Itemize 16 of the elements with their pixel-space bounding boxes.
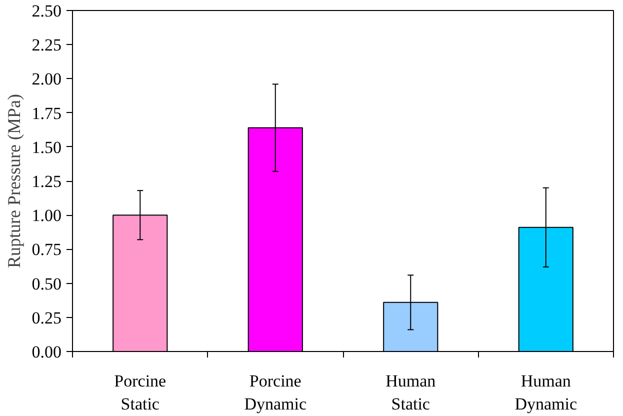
y-tick-label: 0.25 — [32, 308, 62, 328]
y-tick-label: 1.25 — [32, 172, 62, 191]
y-tick-label: 2.00 — [32, 70, 62, 89]
y-tick-label: 2.25 — [32, 36, 62, 55]
y-tick-label: 2.50 — [32, 2, 62, 20]
y-tick-label: 0.75 — [32, 240, 62, 260]
y-axis-title: Rupture Pressure (MPa) — [4, 94, 24, 268]
x-tick-label: Human Dynamic — [514, 372, 578, 414]
x-tick-label: Porcine Static — [114, 372, 166, 414]
y-tick-label: 1.00 — [32, 206, 62, 226]
x-tick-label: Porcine Dynamic — [244, 372, 307, 414]
y-tick-label: 1.75 — [32, 104, 62, 123]
y-tick-label: 0.00 — [32, 342, 62, 362]
x-tick-label: Human Static — [386, 372, 436, 414]
y-tick-label: 0.50 — [32, 274, 62, 294]
y-tick-label: 1.50 — [32, 138, 62, 157]
